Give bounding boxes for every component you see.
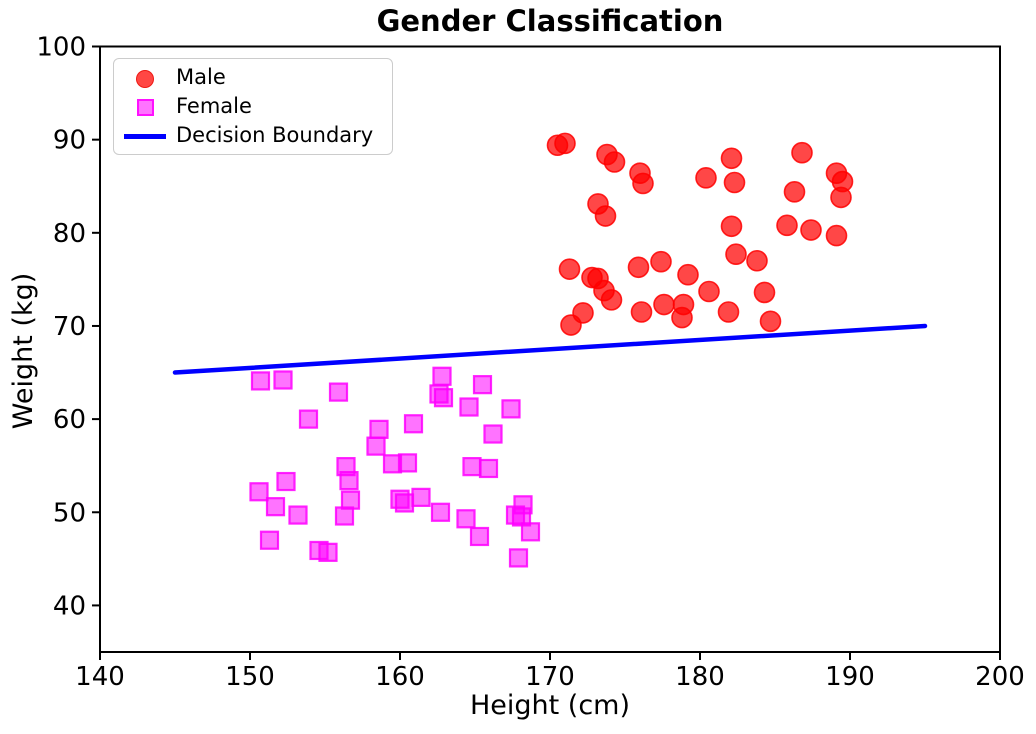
female-point [339,470,359,491]
male-point [677,263,699,286]
male-point [695,167,717,189]
axes-frame [99,45,1001,653]
female-marker-icon [114,99,176,116]
legend: Male Female Decision Boundary [113,58,393,155]
x-tick-label: 200 [975,662,1025,692]
female-point [430,502,451,522]
female-point [469,526,490,547]
male-point [671,306,693,329]
male-point [783,181,806,203]
male-point [791,141,813,164]
male-point [725,243,747,266]
male-point [746,249,768,272]
chart-title: Gender Classification [376,4,724,38]
male-point [830,186,852,209]
legend-label-female: Female [176,94,252,118]
male-point [720,147,743,170]
female-point [508,548,529,568]
female-point [456,509,476,529]
y-tick-label: 50 [53,498,86,528]
male-point [594,205,617,227]
female-point [366,436,386,456]
x-axis-label: Height (cm) [469,690,631,721]
legend-item-decision-boundary: Decision Boundary [114,122,392,151]
female-point [298,409,319,429]
y-tick-label: 80 [53,219,86,249]
x-tick-label: 170 [525,662,575,692]
decision-boundary-line [172,323,928,375]
female-point [472,375,493,395]
female-point [403,414,424,434]
male-point [720,215,743,238]
male-marker-icon [114,69,176,88]
male-point [753,281,776,304]
female-point [394,493,415,513]
male-point [632,172,654,195]
female-point [462,457,482,477]
female-point [318,542,338,562]
male-point [759,310,782,333]
male-point [825,224,848,247]
female-point [288,505,308,525]
female-point [273,370,293,390]
male-point [603,151,626,173]
female-point [259,530,280,550]
female-point [265,497,286,517]
male-point [653,293,675,316]
y-tick-label: 40 [53,591,86,621]
male-point [554,132,576,155]
y-tick-label: 100 [36,33,86,63]
male-point [698,280,720,303]
legend-label-male: Male [176,65,226,89]
female-point [340,490,361,510]
female-point [478,458,499,479]
y-tick-label: 60 [53,405,86,435]
female-point [459,397,479,417]
male-point [717,301,740,323]
y-tick-label: 70 [53,312,86,342]
male-point [627,256,650,279]
female-point [520,522,541,542]
legend-item-female: Female [114,93,392,122]
female-point [501,399,521,419]
male-point [776,214,798,237]
female-point [369,419,389,439]
legend-item-male: Male [114,64,392,93]
female-point [433,388,454,408]
y-tick-label: 90 [53,126,86,156]
male-point [650,250,672,273]
female-point [432,366,452,386]
male-point [600,289,623,311]
male-point [558,258,581,280]
female-point [483,424,503,444]
female-point [334,506,355,526]
x-tick-label: 180 [675,662,725,692]
x-tick-label: 190 [825,662,875,692]
x-tick-label: 140 [75,662,125,692]
boundary-line-icon [114,134,176,139]
male-point [800,219,822,241]
male-point [630,301,653,323]
female-point [411,487,431,507]
female-point [250,371,271,391]
x-tick-label: 160 [375,662,425,692]
y-axis-label: Weight (kg) [8,272,39,430]
male-point [723,171,746,194]
legend-label-decision-boundary: Decision Boundary [176,123,374,147]
male-point [560,314,582,336]
x-tick-label: 150 [225,662,275,692]
female-point [249,482,269,502]
female-point [328,382,349,402]
female-point [397,453,418,473]
female-point [276,471,296,492]
